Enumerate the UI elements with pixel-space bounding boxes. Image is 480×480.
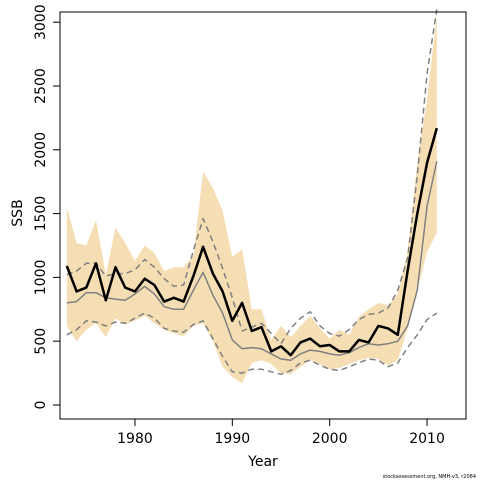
ssb-estimate-line (65, 127, 439, 357)
x-tick-label-1980: 1980 (117, 431, 153, 447)
alternate-estimate-line (66, 161, 438, 362)
dashed-upper-line (66, 9, 438, 345)
credit-text: stockassessment.org, NMH-v3, r2084 (383, 474, 476, 480)
y-axis-title: SSB (10, 199, 26, 226)
y-tick-label-3000: 3000 (33, 4, 49, 40)
y-tick-label-1000: 1000 (33, 260, 49, 296)
y-tick-label-2500: 2500 (33, 68, 49, 104)
x-tick-label-2010: 2010 (409, 431, 445, 447)
x-tick-label-1990: 1990 (215, 431, 251, 447)
x-tick-label-2000: 2000 (312, 431, 348, 447)
y-tick-label-2000: 2000 (33, 132, 49, 168)
y-tick-label-1500: 1500 (33, 196, 49, 232)
plot-frame (59, 11, 467, 420)
dashed-lower-line (66, 312, 438, 376)
y-tick-label-0: 0 (33, 401, 49, 410)
y-tick-label-500: 500 (33, 328, 49, 355)
x-axis-title: Year (247, 454, 278, 470)
